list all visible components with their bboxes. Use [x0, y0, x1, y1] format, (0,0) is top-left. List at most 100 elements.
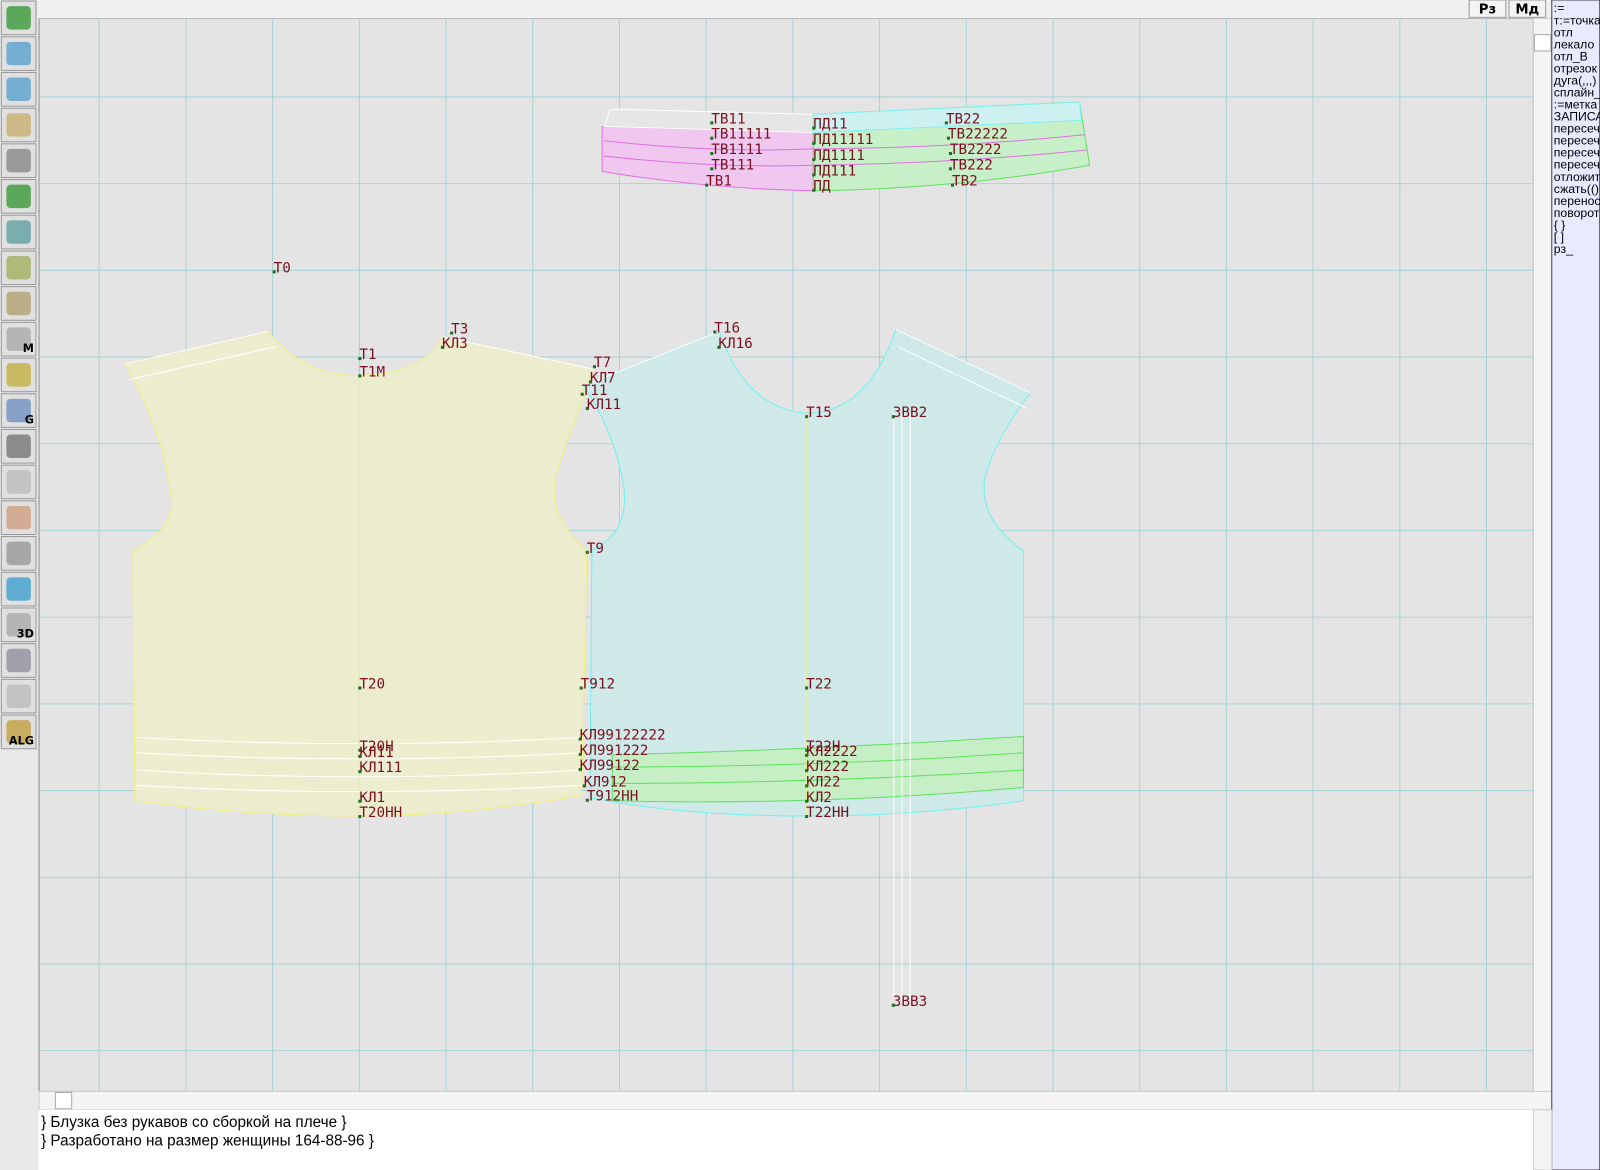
- command-item[interactable]: :=: [1554, 1, 1565, 15]
- point-label: Т0: [274, 260, 291, 276]
- point-marker: [358, 770, 362, 774]
- point-marker: [713, 330, 717, 334]
- point-marker: [717, 345, 721, 349]
- point-label: КЛ11: [359, 745, 393, 761]
- vertical-scrollbar[interactable]: [1532, 17, 1553, 1092]
- point-label: ТВ1: [706, 174, 732, 190]
- command-item[interactable]: ЗАПИСА: [1554, 110, 1600, 124]
- command-item[interactable]: пересеч: [1554, 122, 1600, 136]
- command-item[interactable]: рз_: [1554, 242, 1573, 256]
- command-item[interactable]: пересеч: [1554, 134, 1600, 148]
- point-label: ТВ11: [711, 111, 745, 127]
- command-item[interactable]: { }: [1554, 218, 1566, 232]
- point-marker: [585, 798, 589, 802]
- point-marker: [805, 784, 809, 788]
- command-item[interactable]: сплайн_: [1554, 85, 1600, 99]
- command-item[interactable]: :=метка: [1554, 98, 1598, 112]
- command-item[interactable]: отрезок: [1554, 61, 1598, 75]
- tool-icon: [6, 648, 31, 673]
- pattern-pieces: [123, 101, 1091, 1000]
- top-bar: [0, 0, 1600, 19]
- point-label: КЛ222: [806, 759, 849, 775]
- command-item[interactable]: т:=точка: [1554, 13, 1600, 27]
- tool-icon: [6, 256, 31, 280]
- scroll-thumb[interactable]: [1533, 34, 1552, 52]
- point-marker: [358, 374, 362, 378]
- point-label: ПД1111: [813, 148, 865, 164]
- tool-icon: [6, 470, 31, 494]
- point-marker: [588, 380, 592, 384]
- point-marker: [358, 799, 362, 803]
- command-item[interactable]: пересеч: [1554, 158, 1600, 172]
- point-label: Т16: [714, 321, 740, 337]
- point-label: ТВ222: [950, 157, 993, 173]
- point-marker: [450, 331, 454, 335]
- point-marker: [440, 345, 445, 349]
- point-label: Т20НН: [359, 805, 402, 821]
- point-label: Т1: [359, 347, 376, 363]
- point-marker: [710, 151, 714, 156]
- description-scrollbar[interactable]: [1532, 1109, 1553, 1170]
- command-item[interactable]: поворот: [1554, 206, 1600, 220]
- point-marker: [812, 173, 816, 177]
- description-line: } Блузка без рукавов со сборкой на плече…: [41, 1114, 346, 1131]
- command-item[interactable]: отложит: [1554, 170, 1600, 184]
- point-label: Т22: [806, 677, 832, 693]
- tool-buttons: M G 3D ALG: [0, 0, 37, 750]
- description-area[interactable]: [39, 1109, 1534, 1170]
- point-label: КЛ16: [718, 336, 752, 352]
- command-item[interactable]: дуга(,,,): [1554, 73, 1597, 87]
- point-marker: [358, 815, 362, 819]
- point-marker: [891, 415, 895, 419]
- point-marker: [946, 136, 950, 140]
- horizontal-scrollbar[interactable]: [38, 1090, 1553, 1111]
- tool-icon: [6, 684, 31, 708]
- tool-icon: [6, 398, 31, 423]
- tool-icon: [6, 434, 31, 459]
- scroll-thumb-h[interactable]: [54, 1091, 73, 1110]
- point-label: КЛ3: [442, 336, 468, 352]
- point-marker: [579, 686, 583, 690]
- point-label: КЛ1: [359, 790, 385, 806]
- point-label: ЗВВ2: [893, 405, 927, 421]
- back-hem-lines: [612, 752, 1024, 784]
- point-marker: [705, 183, 709, 187]
- point-label: Т22Н: [806, 739, 840, 755]
- command-item[interactable]: отл: [1554, 25, 1573, 39]
- point-marker: [578, 768, 582, 772]
- command-item[interactable]: пересеч: [1554, 146, 1600, 160]
- point-label: ТВ22222: [948, 127, 1008, 143]
- point-label: ЗВВ3: [893, 994, 927, 1010]
- point-label: КЛ99122222: [580, 728, 666, 744]
- point-marker: [812, 158, 816, 162]
- point-marker: [805, 415, 809, 419]
- command-item[interactable]: сжать((): [1554, 182, 1599, 196]
- command-item[interactable]: [ ]: [1554, 230, 1564, 244]
- tool-label: 3D: [17, 628, 34, 641]
- tool-icon: [6, 41, 31, 66]
- shoulder-lines: [124, 329, 1031, 409]
- command-item[interactable]: отл_В: [1554, 49, 1588, 63]
- command-item[interactable]: перенос: [1554, 194, 1600, 208]
- point-label: Т912: [581, 677, 615, 693]
- point-label: Т22НН: [806, 805, 849, 821]
- point-label: ТВ11111: [711, 127, 771, 143]
- point-marker: [944, 121, 948, 125]
- point-marker: [948, 151, 952, 156]
- point-label: ПД11: [813, 117, 847, 133]
- back-yoke-left: [601, 125, 814, 192]
- back-piece: [582, 328, 1032, 817]
- point-marker: [812, 141, 816, 145]
- point-label: КЛ7: [590, 371, 616, 387]
- command-item[interactable]: лекало: [1554, 37, 1595, 51]
- point-label: Т7: [594, 355, 611, 371]
- point-marker: [805, 753, 809, 757]
- yoke-lines: [604, 134, 1087, 167]
- point-label: КЛ2: [806, 790, 832, 806]
- top-button[interactable]: [1468, 0, 1507, 18]
- point-label: ТВ2222: [950, 142, 1002, 158]
- top-button[interactable]: [1508, 0, 1547, 18]
- command-list: :=т:=точкаотллекалоотл_Вотрезокдуга(,,,)…: [1554, 1, 1600, 256]
- point-marker: [805, 769, 809, 773]
- point-marker: [585, 550, 589, 554]
